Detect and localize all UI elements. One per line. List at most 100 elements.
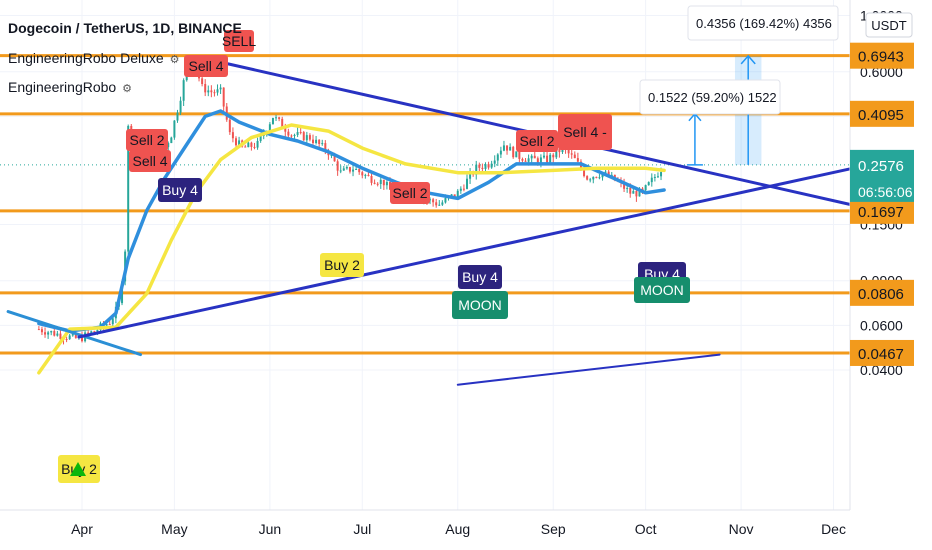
candle-body [321,143,324,145]
candle-body [607,171,610,177]
candle-body [638,188,641,197]
candle-body [50,331,53,333]
price-axis[interactable]: 1.00000.60000.40000.15000.09000.06000.04… [849,0,932,550]
candle-body [555,148,558,158]
candle-body [90,331,93,334]
candle-body [173,120,176,138]
settings-icon[interactable]: ⚙ [169,54,180,66]
candle-body [644,185,647,191]
candle-body [570,153,573,155]
signal-badge [158,178,202,202]
candle-body [339,170,342,172]
price-tick-label: 0.0400 [860,362,903,378]
time-tick-label: Jun [259,521,282,537]
candle-body [583,168,586,177]
candle-body [330,154,333,156]
time-tick-label: Apr [71,521,93,537]
signal-badge [126,129,168,151]
candle-body [641,188,644,191]
candle-body [592,176,595,180]
candle-body [499,150,502,155]
candle-body [296,132,299,135]
candle-body [487,164,490,168]
candle-body [558,148,561,153]
candle-body [333,154,336,162]
indicator-1-row[interactable]: EngineeringRobo Deluxe ⚙ [8,50,179,66]
signal-badge [452,291,508,319]
candle-body [539,157,542,164]
candle-body [287,131,290,136]
candle-body [324,143,327,151]
candle-body [293,134,296,136]
candle-body [47,332,50,335]
candle-body [56,333,59,336]
candle-body [552,154,555,158]
candle-body [533,155,536,159]
candle-body [201,78,204,85]
last-price-tag [850,149,914,202]
candle-body [244,146,247,148]
series-line [37,109,666,333]
price-level-tag [850,42,914,69]
candle-body [549,154,552,163]
signal-badge [458,265,502,289]
candle-body [518,151,521,159]
time-axis[interactable]: Apr May Jun Jul Aug Sep Oct Nov Dec [0,509,850,537]
candle-body [475,164,478,175]
candle-body [660,172,663,177]
series-line [6,310,142,357]
candle-body [629,187,632,194]
signal-label: Buy 4 [462,269,498,285]
measure-label-box [639,79,781,115]
signal-badge [224,30,254,52]
candle-body [576,158,579,162]
candle-body [238,140,241,146]
candle-body [536,158,539,164]
candle-body [361,172,364,176]
candle-body [435,202,438,206]
candle-body [484,164,487,169]
signal-badge [634,277,690,303]
candle-body [253,146,256,148]
candle-body [647,182,650,186]
candle-body [543,155,545,158]
candle-body [546,155,549,163]
countdown-label: 06:56:06 [858,184,913,200]
candle-body [44,332,47,335]
candle-body [573,154,576,159]
candle-body [40,329,43,333]
candle-body [213,92,216,94]
series-line [456,353,721,386]
symbol-title: Dogecoin / TetherUS, 1D, BINANCE [8,20,242,36]
settings-icon[interactable]: ⚙ [122,83,132,95]
candle-body [653,176,656,178]
candle-body [490,163,493,168]
indicator-2-row[interactable]: EngineeringRobo ⚙ [8,79,132,95]
candle-body [650,177,653,183]
price-level-tag [850,339,914,366]
candle-body [358,169,361,173]
candle-body [462,188,465,190]
candle-body [231,132,234,139]
price-level-label: 0.0806 [858,286,904,303]
signal-label: Sell 2 [519,133,554,149]
candle-body [216,89,219,93]
candle-body [481,167,484,169]
candle-body [567,149,570,154]
plot-area: 0.4356 (169.42%) 4356 0.1522 (59.20%) 152… [0,5,850,483]
price-level-label: 0.6943 [858,49,904,66]
candle-body [318,139,321,144]
measure-label-box [687,5,839,41]
candle-body [656,176,659,178]
candle-body [127,125,130,252]
horizontal-levels [0,54,850,355]
candle-body [623,182,626,189]
candle-body [312,139,314,144]
candle-body [376,183,379,185]
time-tick-label: Nov [729,521,754,537]
candle-body [635,190,638,197]
candle-body [496,154,499,161]
signal-labels: Sell 2 Sell 4 Sell 4 SELL Sell 2 Sell 2 Sell 4… [58,30,690,483]
candle-body [512,146,515,158]
